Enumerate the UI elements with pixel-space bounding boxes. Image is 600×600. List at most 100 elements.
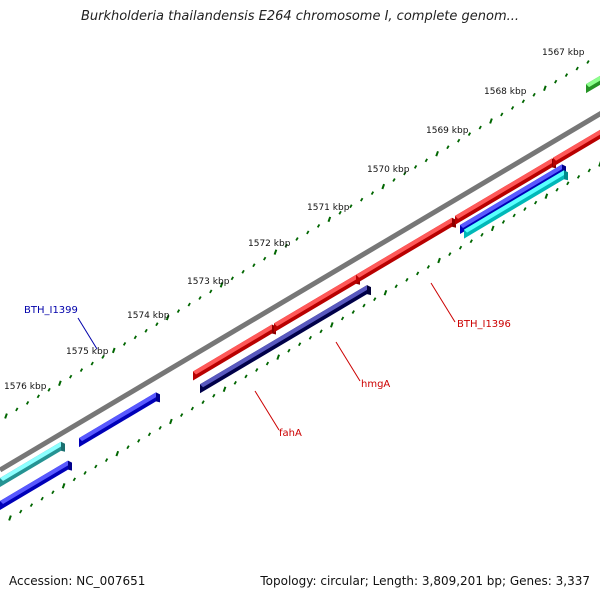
lower-ruler-tick xyxy=(137,438,141,443)
gene-red-5[interactable] xyxy=(553,127,600,167)
upper-ruler-tick xyxy=(349,204,353,209)
gene-blue-bth-i1399[interactable] xyxy=(79,392,160,448)
gene-red-1-top xyxy=(193,324,275,375)
gene-green-top[interactable] xyxy=(586,71,600,94)
ruler-tick-label: 1568 kbp xyxy=(484,87,527,97)
upper-ruler-tick xyxy=(36,394,40,399)
gene-label-leader xyxy=(430,282,456,323)
labels: BTH_I1399 BTH_I1396 hmgA fahA xyxy=(24,282,511,439)
lower-ruler-tick xyxy=(158,425,162,430)
upper-ruler-tick xyxy=(4,413,8,419)
upper-ruler-tick xyxy=(209,289,213,294)
gene-label-leader xyxy=(254,390,280,431)
upper-ruler-tick xyxy=(532,92,536,97)
upper-ruler-tick xyxy=(133,335,137,340)
upper-ruler-tick xyxy=(413,164,418,169)
ruler-tick-label: 1567 kbp xyxy=(542,48,585,58)
lower-ruler-tick xyxy=(244,374,248,379)
lower-ruler-tick xyxy=(83,471,87,475)
lower-ruler-tick xyxy=(501,220,506,224)
map-title: Burkholderia thailandensis E264 chromoso… xyxy=(80,9,520,24)
upper-ruler-tick xyxy=(176,309,181,314)
lower-ruler-tick xyxy=(340,316,345,321)
upper-ruler-tick xyxy=(284,243,288,248)
lower-ruler-tick xyxy=(555,187,559,192)
ruler-tick-label: 1574 kbp xyxy=(127,311,170,321)
gene-teal-left-tip xyxy=(61,441,65,452)
upper-ruler-tick xyxy=(230,276,234,281)
gene-label[interactable]: BTH_I1399 xyxy=(24,305,78,316)
lower-ruler-tick xyxy=(8,515,12,521)
upper-ruler-tick xyxy=(478,125,482,130)
lower-ruler-tick xyxy=(523,207,527,211)
backbone xyxy=(0,110,600,473)
lower-ruler-tick xyxy=(190,406,195,411)
lower-ruler-tick xyxy=(179,413,184,417)
upper-ruler-tick xyxy=(69,374,73,379)
upper-ruler-tick xyxy=(360,197,364,202)
upper-ruler-tick xyxy=(543,85,547,91)
lower-ruler-tick xyxy=(126,445,130,450)
gene-blue-left-tip xyxy=(68,460,72,471)
upper-ruler-tick xyxy=(489,118,493,124)
lower-ruler-tick xyxy=(383,289,388,296)
lower-ruler-tick xyxy=(319,329,323,334)
lower-ruler-tick xyxy=(587,168,591,173)
gene-cyan-right-tip xyxy=(564,170,568,181)
upper-ruler-tick xyxy=(79,368,84,373)
topology-summary: Topology: circular; Length: 3,809,201 bp… xyxy=(260,574,590,588)
upper-ruler-tick xyxy=(90,361,94,366)
upper-ruler-tick xyxy=(457,138,461,143)
upper-ruler-tick xyxy=(15,407,19,412)
gene-blue-left[interactable] xyxy=(0,460,72,510)
lower-ruler-tick xyxy=(362,303,366,308)
lower-ruler-tick xyxy=(330,322,334,328)
upper-ruler-tick xyxy=(47,387,51,392)
upper-ruler-tick xyxy=(316,223,321,228)
upper-ruler-tick xyxy=(338,210,342,215)
gene-label[interactable]: hmgA xyxy=(361,379,390,390)
lower-ruler-tick xyxy=(458,245,463,250)
gene-cyan-right[interactable] xyxy=(464,170,568,239)
lower-ruler-tick xyxy=(40,496,44,501)
lower-ruler-tick xyxy=(265,361,270,366)
gene-teal-left[interactable] xyxy=(0,441,65,487)
lower-ruler-tick xyxy=(448,252,452,257)
lower-ruler-tick xyxy=(544,193,549,199)
upper-ruler-tick xyxy=(306,230,310,235)
gene-label[interactable]: BTH_I1396 xyxy=(457,319,511,330)
ruler-tick-label: 1576 kbp xyxy=(4,382,47,392)
upper-ruler-tick xyxy=(564,73,569,78)
upper-ruler-tick xyxy=(446,145,450,150)
upper-ruler-tick xyxy=(467,132,472,137)
lower-ruler-tick xyxy=(201,400,205,405)
gene-label[interactable]: fahA xyxy=(279,428,302,439)
gene-blue-bth-i1399-tip xyxy=(156,392,160,403)
features[interactable] xyxy=(0,71,600,510)
lower-ruler-tick xyxy=(512,213,516,218)
upper-ruler-tick xyxy=(500,112,504,117)
lower-ruler-tick xyxy=(437,257,441,264)
gene-red-5-top xyxy=(553,129,600,161)
lower-ruler-tick xyxy=(469,239,473,244)
upper-ruler-tick xyxy=(392,178,396,182)
lower-ruler-tick xyxy=(405,277,409,282)
gene-green-top-top xyxy=(586,75,600,88)
upper-ruler-tick xyxy=(381,183,386,190)
lower-ruler-tick xyxy=(72,477,77,482)
upper-ruler-tick xyxy=(252,263,256,268)
lower-ruler-tick xyxy=(373,297,377,302)
upper-ruler-tick xyxy=(101,355,105,359)
gene-navy-hmga-faha[interactable] xyxy=(200,285,371,394)
gene-navy-hmga-faha-top xyxy=(200,285,370,388)
upper-ruler-tick xyxy=(155,322,159,327)
ruler-ticks: 1567 kbp 1568 kbp 1569 kbp 1570 kbp 1571 kbp… xyxy=(4,48,600,521)
upper-ruler-tick xyxy=(263,256,267,261)
lower-ruler-tick xyxy=(61,483,66,489)
upper-ruler-tick xyxy=(219,282,224,288)
gene-red-bth-i1396-top xyxy=(455,158,555,219)
accession-text: Accession: NC_007651 xyxy=(9,574,146,588)
lower-ruler-tick xyxy=(29,503,34,508)
gene-red-3-top xyxy=(356,217,455,278)
